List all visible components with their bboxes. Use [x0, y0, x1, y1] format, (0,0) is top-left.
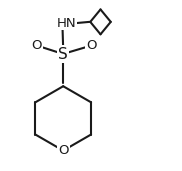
- Text: S: S: [58, 47, 68, 62]
- Text: O: O: [86, 39, 96, 52]
- Text: HN: HN: [57, 17, 77, 30]
- Text: O: O: [32, 39, 42, 52]
- Text: O: O: [58, 144, 68, 157]
